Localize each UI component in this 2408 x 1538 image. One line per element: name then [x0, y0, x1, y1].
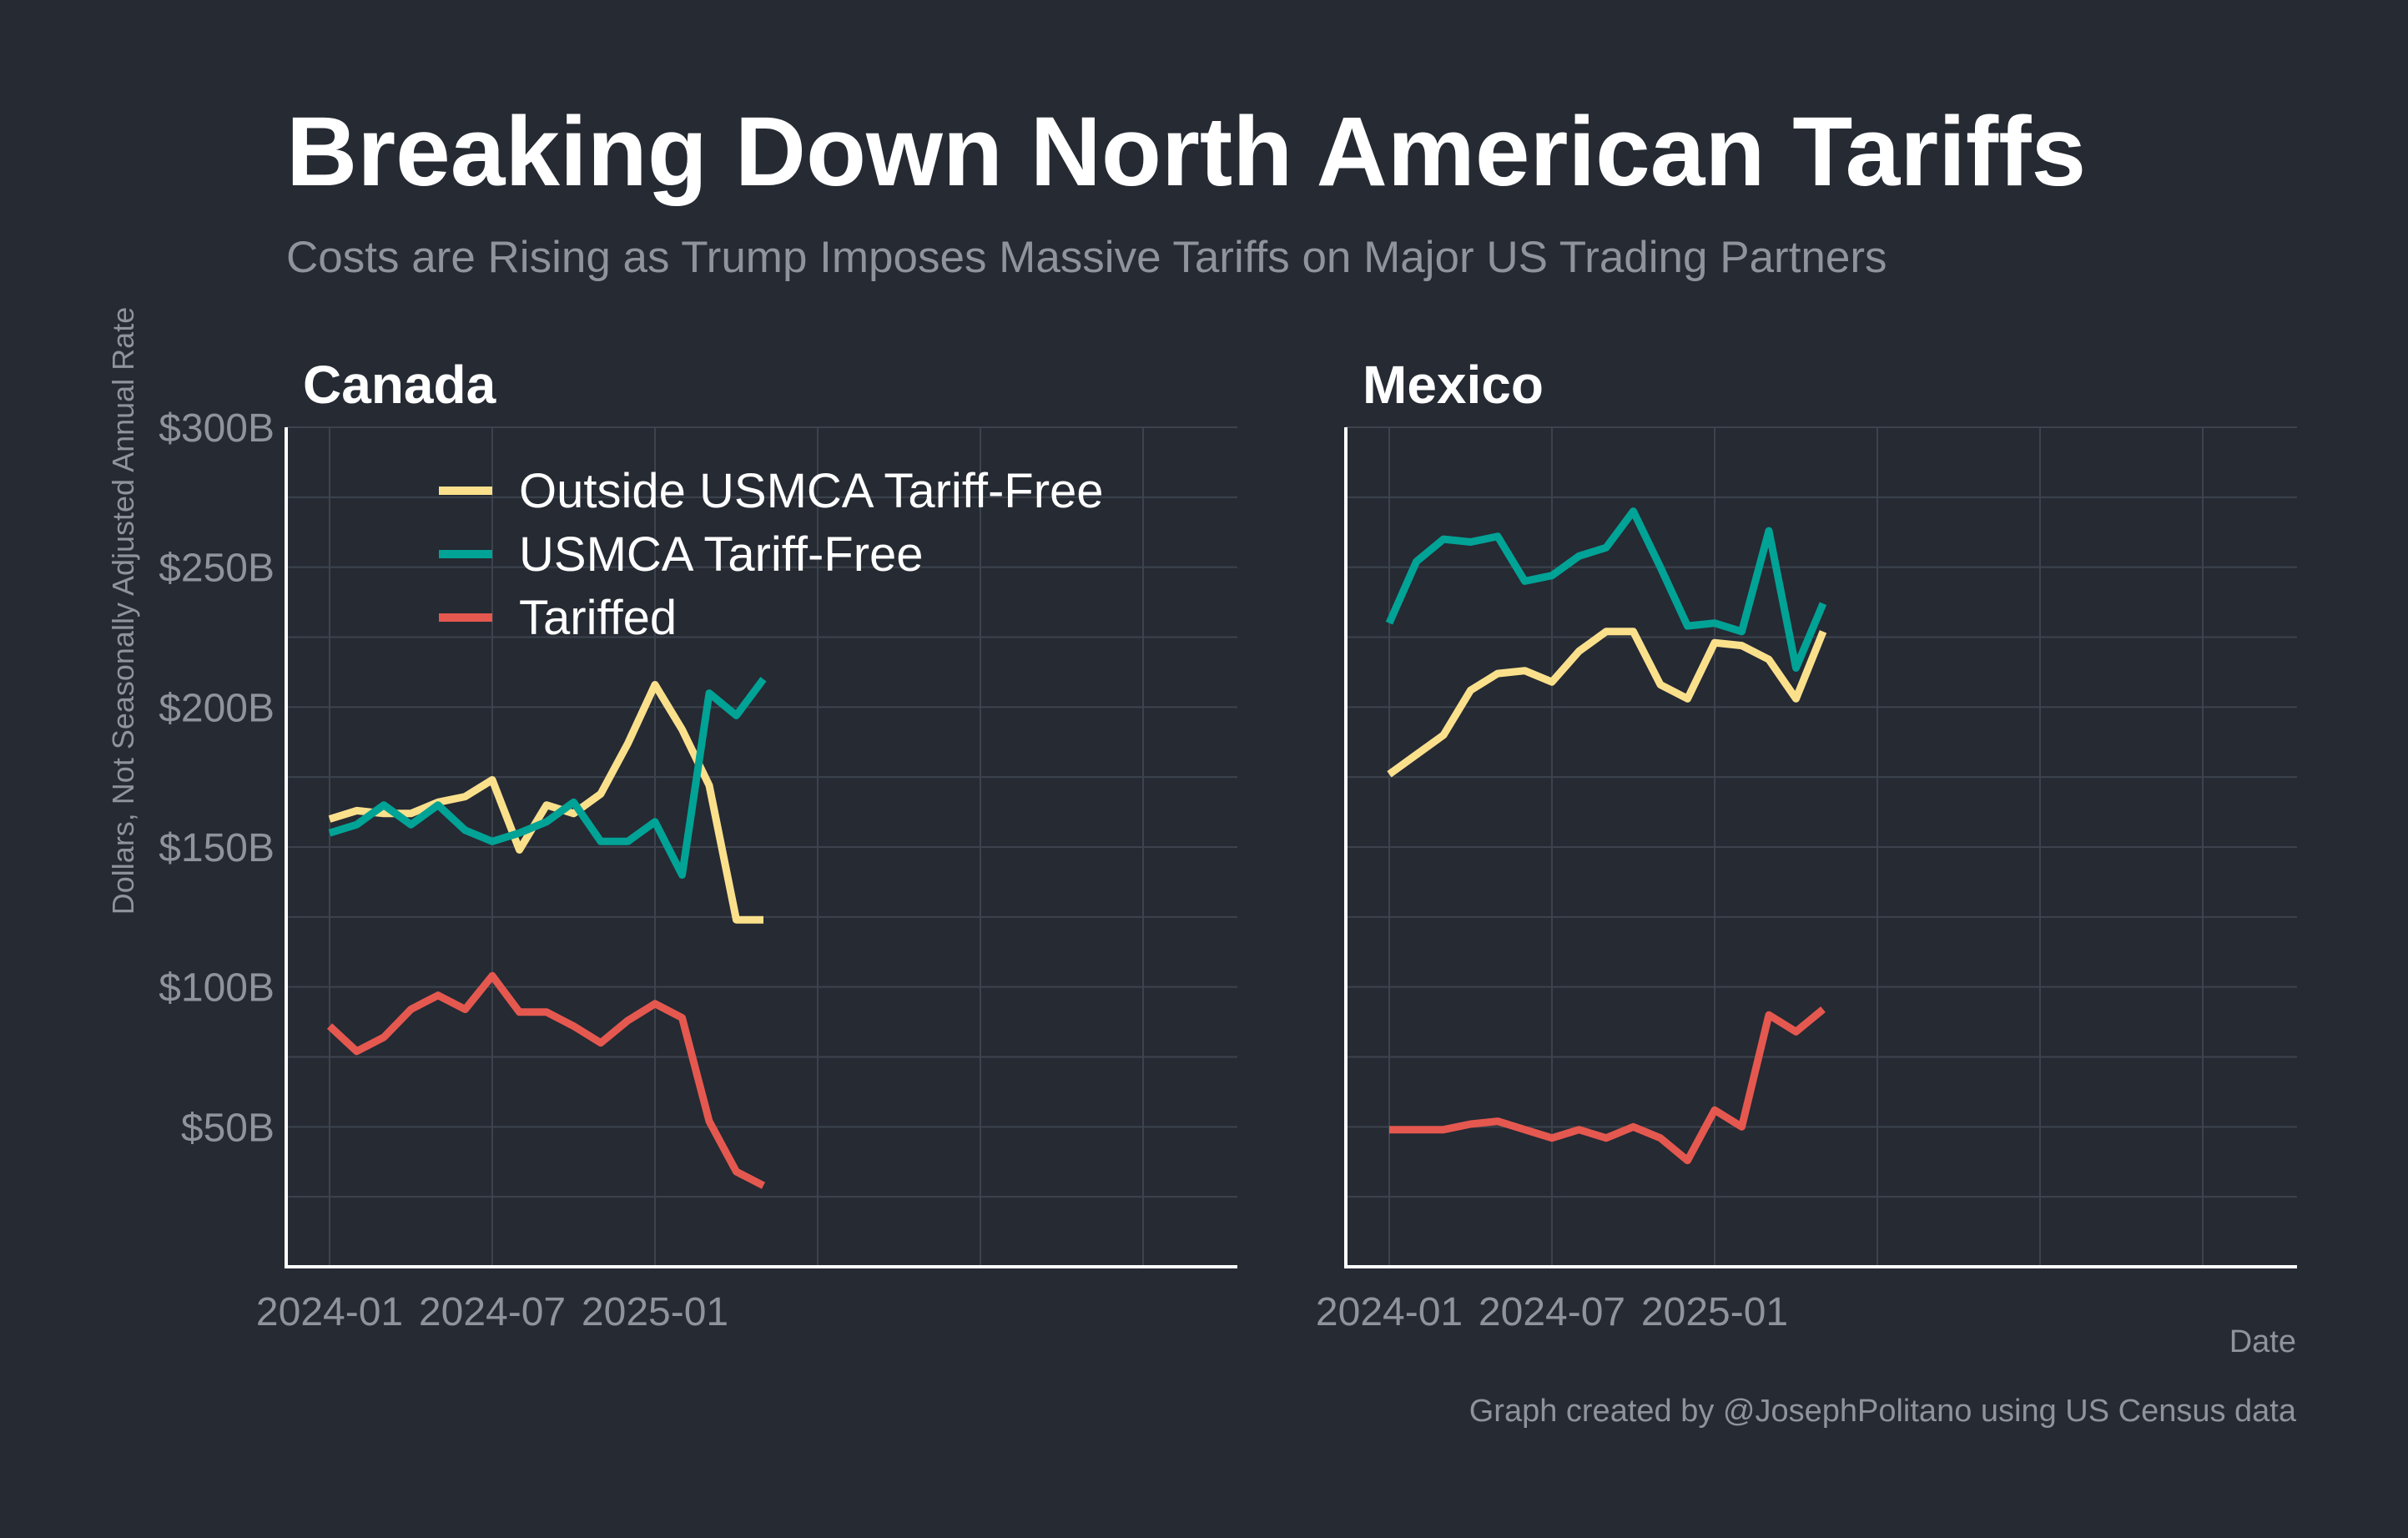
chart-subtitle: Costs are Rising as Trump Imposes Massiv… — [286, 233, 1887, 282]
legend-label: Tariffed — [519, 591, 677, 645]
x-tick-label: 2025-01 — [582, 1290, 728, 1334]
y-tick-label: $200B — [159, 686, 275, 730]
x-tick-label: 2024-07 — [1479, 1290, 1625, 1334]
y-tick-label: $100B — [159, 966, 275, 1011]
chart-title: Breaking Down North American Tariffs — [286, 97, 2086, 207]
panel-title-mexico: Mexico — [1363, 355, 1544, 415]
panel-canada: Canada 2024-01 2024-07 2025-01 $50B $100B $15… — [159, 355, 1237, 1334]
y-tick-label: $250B — [159, 547, 275, 591]
series-group-canada — [326, 677, 767, 1189]
legend: Outside USMCA Tariff-Free USMCA Tariff-Fr… — [439, 464, 1104, 645]
y-tick-label: $150B — [159, 826, 275, 870]
x-tick-label: 2024-01 — [1316, 1290, 1463, 1334]
y-tick-label: $50B — [181, 1106, 275, 1150]
x-axis-label: Date — [2229, 1324, 2296, 1359]
panel-mexico: Mexico 2024-01 2024-07 2025-01 — [1316, 355, 2297, 1334]
grid-canada — [286, 426, 1237, 1267]
x-tick-label: 2024-01 — [256, 1290, 403, 1334]
series-line-tariffed — [1389, 1006, 1826, 1165]
series-line-outside-usmca-tariff-free — [1387, 628, 1827, 778]
legend-label: USMCA Tariff-Free — [519, 527, 924, 582]
source-caption: Graph created by @JosephPolitano using U… — [1469, 1394, 2297, 1429]
y-tick-label: $300B — [159, 406, 275, 451]
y-axis-label: Dollars, Not Seasonally Adjusted Annual … — [106, 307, 140, 915]
panel-title-canada: Canada — [303, 355, 496, 415]
x-tick-label: 2025-01 — [1641, 1290, 1788, 1334]
axes-canada — [285, 427, 1237, 1268]
legend-label: Outside USMCA Tariff-Free — [519, 464, 1104, 518]
series-group-mexico — [1385, 507, 1827, 1165]
series-line-usmca-tariff-free — [1385, 507, 1827, 672]
series-line-usmca-tariff-free — [328, 677, 767, 879]
series-line-tariffed — [326, 971, 766, 1189]
x-tick-label: 2024-07 — [419, 1290, 566, 1334]
axes-mexico — [1344, 427, 2297, 1268]
ticks-mexico: 2024-01 2024-07 2025-01 — [1316, 1290, 1788, 1334]
ticks-canada: 2024-01 2024-07 2025-01 $50B $100B $150B $200B… — [159, 406, 728, 1334]
series-line-outside-usmca-tariff-free — [328, 681, 763, 924]
